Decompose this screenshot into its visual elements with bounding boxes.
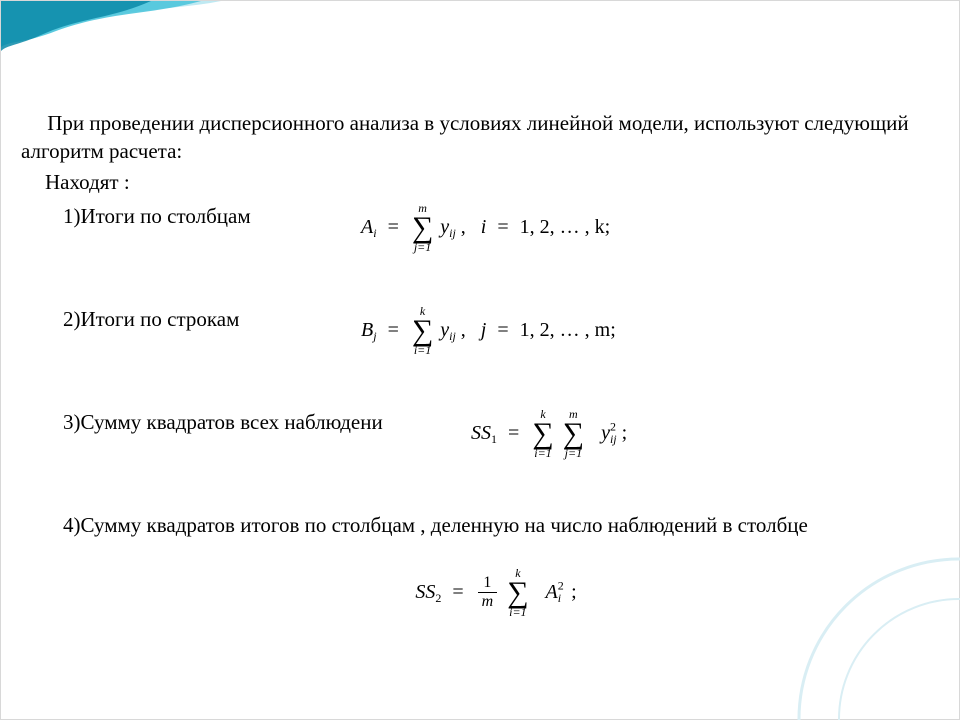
f3-sum2-lower: j=1 bbox=[563, 447, 584, 459]
f4-lhs-sym: SS bbox=[415, 581, 435, 603]
f4-sum: k ∑ i=1 bbox=[507, 567, 528, 618]
f1-idx-sym: i bbox=[481, 216, 487, 238]
f4-lhs-sub: 2 bbox=[435, 591, 441, 605]
f2-tail: ; bbox=[610, 319, 616, 341]
sigma-icon: ∑ bbox=[412, 317, 433, 344]
f4-frac-num: 1 bbox=[478, 574, 498, 593]
f1-eq: = bbox=[388, 216, 399, 238]
f3-tail: ; bbox=[622, 422, 628, 444]
f3-term-sub: ij bbox=[610, 432, 617, 446]
f1-tail: ; bbox=[605, 216, 611, 238]
sigma-icon: ∑ bbox=[532, 420, 553, 447]
f4-term-sub: i bbox=[558, 591, 561, 605]
step-4-text: 4)Сумму квадратов итогов по столбцам , д… bbox=[63, 511, 933, 539]
f1-term-sym: y bbox=[440, 216, 449, 238]
f1-eq2: = bbox=[497, 216, 508, 238]
intro-text: При проведении дисперсионного анализа в … bbox=[21, 109, 929, 166]
formula-1: Ai = m ∑ j=1 yij , i = 1, 2, … , k; bbox=[361, 202, 610, 253]
step-3-text: 3)Сумму квадратов всех наблюдени bbox=[63, 408, 453, 436]
f1-idx-range: 1, 2, … , k bbox=[520, 216, 605, 238]
f3-sum2: m ∑ j=1 bbox=[563, 408, 584, 459]
f2-sum: k ∑ i=1 bbox=[412, 305, 433, 356]
f2-idx-range: 1, 2, … , m bbox=[520, 319, 611, 341]
content-area: При проведении дисперсионного анализа в … bbox=[21, 109, 929, 618]
f1-lhs-sub: i bbox=[373, 226, 376, 240]
corner-wave-decoration bbox=[1, 1, 221, 91]
sigma-icon: ∑ bbox=[507, 579, 528, 606]
f3-lhs-sub: 1 bbox=[491, 432, 497, 446]
formula-2: Bj = k ∑ i=1 yij , j = 1, 2, … , m; bbox=[361, 305, 616, 356]
f2-term-sym: y bbox=[440, 319, 449, 341]
f4-tail: ; bbox=[571, 581, 577, 603]
intro-span: При проведении дисперсионного анализа в … bbox=[21, 111, 909, 163]
f3-lhs-sym: SS bbox=[471, 422, 491, 444]
f3-sum1: k ∑ i=1 bbox=[532, 408, 553, 459]
f4-term-sym: A bbox=[546, 581, 558, 603]
f4-sum-lower: i=1 bbox=[507, 606, 528, 618]
slide: При проведении дисперсионного анализа в … bbox=[0, 0, 960, 720]
f2-term-sub: ij bbox=[449, 329, 456, 343]
formula-4: SS2 = 1 m k ∑ i=1 A2i ; bbox=[63, 567, 929, 618]
algorithm-step-2: 2)Итоги по строкам Bj = k ∑ i=1 yij , j … bbox=[63, 305, 929, 356]
f3-term-sym: y bbox=[601, 422, 610, 444]
algorithm-step-3: 3)Сумму квадратов всех наблюдени SS1 = k… bbox=[63, 408, 929, 459]
f1-lhs-sym: A bbox=[361, 216, 373, 238]
find-label: Находят : bbox=[45, 168, 929, 196]
f1-term-sub: ij bbox=[449, 226, 456, 240]
f2-lhs-sub: j bbox=[373, 329, 376, 343]
algorithm-step-1: 1)Итоги по столбцам Ai = m ∑ j=1 yij , i… bbox=[63, 202, 929, 253]
f2-lhs-sym: B bbox=[361, 319, 373, 341]
f3-sum1-lower: i=1 bbox=[532, 447, 553, 459]
f1-sum-lower: j=1 bbox=[412, 241, 433, 253]
f2-sum-lower: i=1 bbox=[412, 344, 433, 356]
f2-idx-sym: j bbox=[481, 319, 487, 341]
sigma-icon: ∑ bbox=[412, 214, 433, 241]
f4-frac: 1 m bbox=[478, 574, 498, 611]
step-1-text: 1)Итоги по столбцам bbox=[63, 202, 343, 230]
sigma-icon: ∑ bbox=[563, 420, 584, 447]
f4-eq: = bbox=[452, 581, 463, 603]
f2-eq2: = bbox=[497, 319, 508, 341]
algorithm-step-4: 4)Сумму квадратов итогов по столбцам , д… bbox=[63, 511, 929, 618]
f4-frac-den: m bbox=[478, 593, 498, 611]
f1-sum: m ∑ j=1 bbox=[412, 202, 433, 253]
step-2-text: 2)Итоги по строкам bbox=[63, 305, 343, 333]
f3-eq: = bbox=[508, 422, 519, 444]
f2-eq: = bbox=[388, 319, 399, 341]
formula-3: SS1 = k ∑ i=1 m ∑ j=1 y2ij ; bbox=[471, 408, 627, 459]
